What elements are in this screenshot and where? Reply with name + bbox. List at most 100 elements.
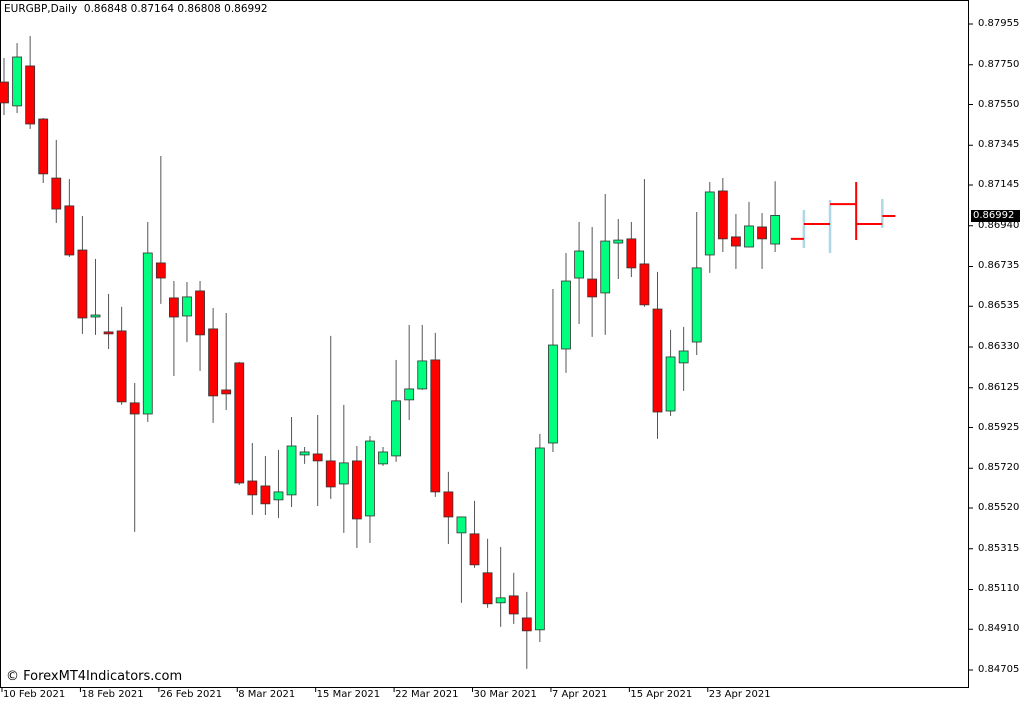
x-axis-ticks [1,688,709,692]
candle [443,471,454,544]
y-tick-label: 0.84910 [978,623,1020,635]
x-tick-label: 26 Feb 2021 [159,689,223,700]
bear-candle-body [482,572,493,605]
bear-candle-body [77,249,88,319]
ohlc-readout: 0.86848 0.87164 0.86808 0.86992 [83,3,268,15]
candle [482,538,493,608]
bull-candle-body [770,215,781,245]
y-tick-label: 0.87955 [978,18,1020,29]
bull-candle-body [417,360,428,390]
x-tick-label: 15 Apr 2021 [630,689,693,700]
y-tick-label: 0.87145 [978,179,1020,190]
bull-candle-body [286,445,297,496]
candle [221,313,232,411]
bull-candle-body [495,597,506,604]
candle [652,271,663,439]
current-price-label: 0.86992 [971,210,1020,222]
candles [0,35,781,669]
bear-candle-body [64,205,75,256]
bear-candle-body [652,308,663,413]
bull-candle-body [574,250,584,279]
bear-candle-body [169,297,179,318]
candle [247,443,258,515]
y-tick-label: 0.86940 [978,219,1020,231]
bull-candle-body [704,191,715,256]
x-tick-label: 30 Mar 2021 [473,689,537,700]
candle [639,179,650,307]
candle [273,449,284,518]
bull-candle-body [299,451,310,456]
y-tick-label: 0.86535 [978,300,1020,312]
bear-candle-body [129,402,140,415]
bull-candle-body [665,356,676,412]
candle [691,212,702,355]
candle [417,324,428,390]
candle [208,308,219,423]
bull-candle-body [142,252,153,415]
candle [64,179,75,257]
bull-candle-body [338,462,349,485]
x-tick-label: 7 Apr 2021 [551,689,608,700]
candle [351,445,362,548]
bear-candle-body [195,290,205,336]
x-tick-label: 10 Feb 2021 [3,689,66,700]
x-tick-label: 8 Mar 2021 [238,689,296,700]
bull-candle-body [391,400,402,457]
candle [600,193,611,335]
bull-candle-body [182,296,192,317]
candle [574,221,584,324]
bull-candle-body [378,451,388,465]
watermark: © ForexMT4Indicators.com [6,669,183,684]
bear-candle-body [234,362,245,484]
bear-candle-body [757,226,767,240]
bull-candle-body [678,350,689,364]
candle [286,416,297,508]
y-tick-label: 0.85520 [978,502,1020,513]
candle [404,324,415,420]
indicator-lines [790,182,896,253]
bear-candle-body [0,81,9,104]
bear-candle-body [626,238,637,269]
candle [430,332,441,497]
bull-candle-body [600,240,611,294]
bear-candle-body [325,460,336,488]
bear-candle-body [51,177,62,210]
candle [665,329,676,416]
y-tick-label: 0.86735 [978,260,1020,272]
bear-candle-body [587,278,598,298]
bear-candle-body [430,359,441,493]
y-tick-label: 0.86125 [978,381,1020,393]
bear-candle-body [208,328,219,397]
candle [678,326,689,391]
candle [0,57,9,116]
candle [338,404,349,533]
y-tick-label: 0.87345 [978,139,1020,151]
candle [77,216,88,334]
candle [508,572,519,624]
candle [534,433,545,642]
candle [142,221,153,422]
bull-candle-body [365,440,375,517]
candle [312,414,323,507]
x-tick-label: 18 Feb 2021 [81,689,144,700]
candle [704,182,715,273]
bear-candle-body [221,389,232,395]
candle [38,118,49,184]
y-tick-label: 0.87750 [978,58,1020,70]
candle [182,282,192,343]
candle [717,178,728,252]
bear-candle-body [312,453,323,462]
bear-candle-body [25,65,36,125]
candle [587,226,598,337]
candle [548,288,558,452]
bear-candle-body [639,263,650,306]
candle [391,359,402,462]
candle [469,500,480,568]
bear-candle-body [351,460,362,520]
candle [155,155,166,304]
candle [169,281,179,377]
y-tick-label: 0.84705 [978,664,1020,675]
candle [731,214,741,269]
candle [456,516,467,603]
